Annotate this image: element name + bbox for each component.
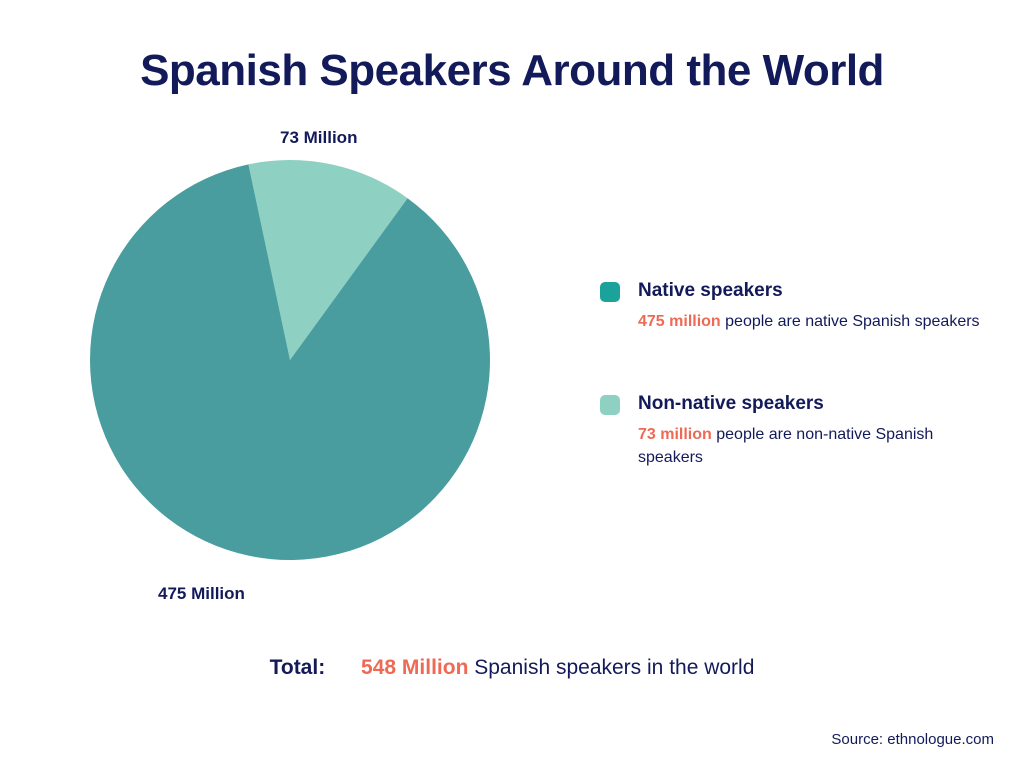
legend-title-nonnative: Non-native speakers [638,393,980,415]
legend-desc-nonnative: 73 million people are non-native Spanish… [638,423,980,469]
page-title: Spanish Speakers Around the World [0,46,1024,96]
legend-swatch-nonnative [600,395,620,415]
pie-slice-label-native: 475 Million [158,584,245,604]
legend-rest-native: people are native Spanish speakers [721,313,980,330]
total-label: Total: [270,656,326,679]
total-highlight: 548 Million [361,656,468,679]
total-line: Total: 548 Million Spanish speakers in t… [0,656,1024,680]
total-rest: Spanish speakers in the world [468,656,754,679]
legend-swatch-native [600,282,620,302]
pie-slice-label-nonnative: 73 Million [280,128,357,148]
legend-text-native: Native speakers 475 million people are n… [638,280,980,333]
source-text: Source: ethnologue.com [831,731,994,748]
legend-text-nonnative: Non-native speakers 73 million people ar… [638,393,980,469]
legend-item-nonnative: Non-native speakers 73 million people ar… [600,393,980,469]
legend-highlight-native: 475 million [638,313,721,330]
legend-desc-native: 475 million people are native Spanish sp… [638,310,980,333]
pie-chart-svg [80,150,500,570]
legend-highlight-nonnative: 73 million [638,426,712,443]
legend-title-native: Native speakers [638,280,980,302]
legend: Native speakers 475 million people are n… [600,280,980,530]
legend-item-native: Native speakers 475 million people are n… [600,280,980,333]
pie-chart [80,150,500,575]
